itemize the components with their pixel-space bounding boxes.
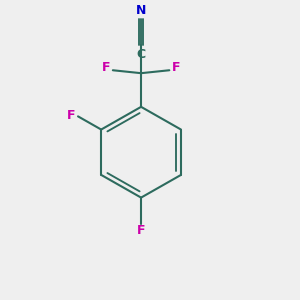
Text: N: N [136,4,146,17]
Text: F: F [102,61,111,74]
Text: C: C [136,48,146,61]
Text: F: F [172,61,180,74]
Text: F: F [67,109,76,122]
Text: F: F [137,224,145,237]
